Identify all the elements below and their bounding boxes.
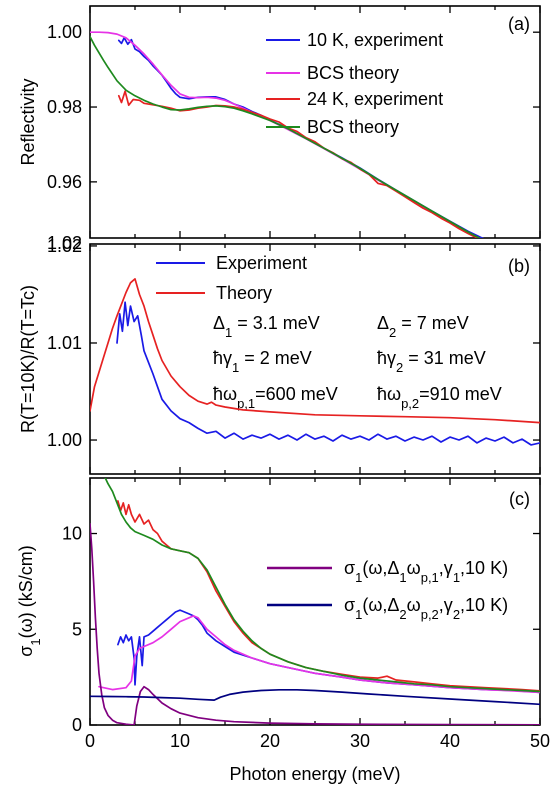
- panel-c-series-5: [90, 688, 540, 706]
- panel-a-bottom-ticklabel: 1.02: [47, 233, 82, 253]
- panel-c-xtick-label: 10: [170, 731, 190, 751]
- legend-c-sigma1-text: σ1(ω,Δ1ωp,1,γ1,10 K): [344, 558, 508, 585]
- panel-c-series-2: [117, 500, 540, 692]
- legend-a-label: BCS theory: [307, 117, 399, 137]
- legend-b-label: Experiment: [216, 253, 307, 273]
- panel-a-ytick-label: 1.00: [47, 22, 82, 42]
- legend-b-label: Theory: [216, 283, 272, 303]
- panel-a-ytick-label: 0.96: [47, 172, 82, 192]
- panel-c-xtick-label: 0: [85, 731, 95, 751]
- gamma2-annotation: ħγ2 = 31 meV: [377, 348, 486, 375]
- panel-b-ylabel: R(T=10K)/R(T=Tc): [18, 285, 38, 433]
- legend-c-sigma2-text: σ1(ω,Δ2ωp,2,γ2,10 K): [344, 595, 508, 622]
- gamma1-annotation: ħγ1 = 2 meV: [213, 348, 312, 375]
- panel-c-ytick-label: 5: [72, 619, 82, 639]
- panel-a-ylabel: Reflectivity: [18, 78, 38, 165]
- legend-a-label: 10 K, experiment: [307, 30, 443, 50]
- panel-b-series-0: [116, 301, 540, 446]
- panel-c-series-3: [104, 478, 540, 693]
- panel-c-series-4: [90, 523, 540, 725]
- panel-b-tag: (b): [508, 256, 530, 276]
- panel-b-ytick-label: 1.00: [47, 430, 82, 450]
- panel-c-xlabel: Photon energy (meV): [229, 764, 400, 784]
- panel-c-ytick-label: 10: [62, 524, 82, 544]
- panel-c-xtick-label: 40: [440, 731, 460, 751]
- omega-p1-annotation: ħωp,1=600 meV: [213, 384, 338, 411]
- panel-c-ylabel: σ1(ω) (kS/cm): [16, 545, 43, 656]
- panel-b-parameters: Δ1 = 3.1 meV Δ2 = 7 meV ħγ1 = 2 meV ħγ2 …: [213, 313, 502, 411]
- delta2-annotation: Δ2 = 7 meV: [377, 313, 469, 340]
- panel-b-ytick-label: 1.02: [47, 236, 82, 256]
- panel-a-tag: (a): [508, 14, 530, 34]
- panel-c-xtick-label: 30: [350, 731, 370, 751]
- panel-b-ytick-label: 1.01: [47, 333, 82, 353]
- legend-a-label: BCS theory: [307, 63, 399, 83]
- panel-a-series-2: [117, 90, 480, 238]
- chart-marks: 0.96 0.98 1.00 1.00 1.01 1.02 0 5 10 0 10 20 30 40 50 1…: [47, 6, 550, 751]
- panel-a-series-3: [90, 35, 481, 238]
- panel-c-ytick-label: 0: [72, 715, 82, 735]
- panel-c-xtick-label: 50: [530, 731, 550, 751]
- panel-a-ytick-label: 0.98: [47, 97, 82, 117]
- panel-c-series-0: [117, 609, 540, 694]
- delta1-annotation: Δ1 = 3.1 meV: [213, 313, 320, 340]
- panel-b-series-1: [90, 278, 540, 424]
- panel-c-series-1: [98, 615, 540, 694]
- panel-c-tag: (c): [509, 489, 530, 509]
- panel-c-xtick-label: 20: [260, 731, 280, 751]
- omega-p2-annotation: ħωp,2=910 meV: [377, 384, 502, 411]
- legend-a-label: 24 K, experiment: [307, 89, 443, 109]
